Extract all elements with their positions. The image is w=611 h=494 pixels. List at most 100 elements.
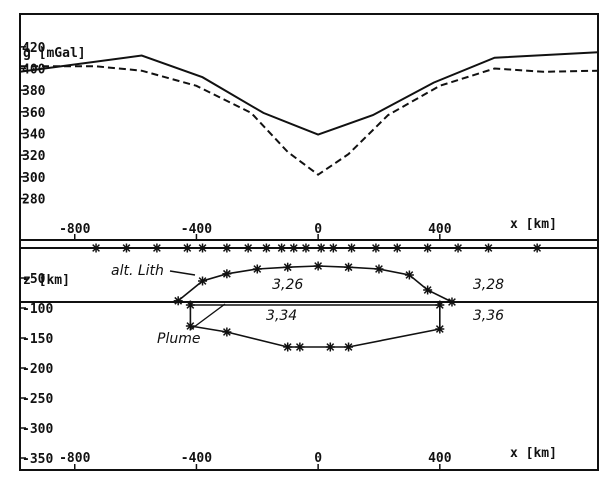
vertex-marker <box>447 297 457 307</box>
vertex-marker-stroke <box>347 244 356 252</box>
model-x-tick-label: 400 <box>428 451 452 466</box>
vertex-marker <box>301 243 311 253</box>
vertex-marker-stroke <box>186 322 195 330</box>
vertex-marker <box>277 243 287 253</box>
model-y-tick-label: -250 <box>22 392 53 407</box>
vertex-marker-stroke <box>289 244 298 252</box>
vertex-marker <box>423 243 433 253</box>
vertex-marker <box>325 342 335 352</box>
vertex-marker-stroke <box>484 244 493 252</box>
vertex-marker-stroke <box>92 244 100 252</box>
vertex-marker-stroke <box>375 265 383 273</box>
gravity-dashed-line <box>20 65 599 176</box>
vertex-marker <box>313 261 323 271</box>
gravity-series <box>19 51 599 176</box>
vertex-marker <box>328 243 338 253</box>
vertex-marker-stroke <box>222 244 231 252</box>
vertex-marker <box>222 243 232 253</box>
vertex-marker <box>252 264 262 274</box>
vertex-marker <box>182 243 192 253</box>
vertex-marker <box>344 342 354 352</box>
vertex-marker-stroke <box>405 271 414 279</box>
gravity-y-tick-label: 360 <box>22 106 46 121</box>
density-label: 3,26 <box>272 277 303 293</box>
vertex-marker-stroke <box>198 244 207 252</box>
lithosphere-body-outline <box>177 265 453 303</box>
vertex-marker <box>222 269 232 279</box>
alt-lith-pointer <box>169 270 196 276</box>
model-y-tick-label: -350 <box>22 452 53 467</box>
vertex-marker-stroke <box>423 244 432 252</box>
vertex-marker-stroke <box>277 244 286 252</box>
plume-label: Plume <box>157 331 200 347</box>
vertex-marker-stroke <box>186 301 195 309</box>
vertex-marker <box>344 262 354 272</box>
density-labels: 3,26 3,28 3,34 3,36 <box>266 277 504 324</box>
plume-pointer <box>189 303 226 331</box>
vertex-marker <box>152 243 162 253</box>
vertex-marker <box>91 243 101 253</box>
vertex-marker <box>289 243 299 253</box>
density-label: 3,36 <box>473 308 504 324</box>
outer-frame <box>19 13 599 471</box>
gravity-x-ticks: -800 -400 0 400 <box>59 222 452 240</box>
gravity-y-tick-label: 320 <box>22 149 46 164</box>
vertex-marker-stroke <box>393 244 402 252</box>
gravity-panel: 420 400 380 360 340 320 300 280 -800 -400 0 400 g … <box>19 41 599 240</box>
gravity-y-tick-label: 340 <box>22 128 46 143</box>
model-y-tick-label: -300 <box>22 422 53 437</box>
vertex-marker-stroke <box>152 244 161 252</box>
model-y-tick-label: -150 <box>22 332 53 347</box>
vertex-marker-stroke <box>344 263 353 272</box>
vertex-marker <box>198 276 208 286</box>
gravity-x-tick-label: 0 <box>314 222 322 237</box>
vertex-marker <box>222 327 232 337</box>
model-y-tick-label: -50 <box>22 272 46 287</box>
vertex-marker <box>374 264 384 274</box>
vertex-marker-stroke <box>435 301 444 309</box>
gravity-y-tick-label: 280 <box>22 193 46 208</box>
vertex-marker <box>532 243 542 253</box>
vertex-marker <box>283 342 293 352</box>
vertex-marker <box>392 243 402 253</box>
vertex-marker-stroke <box>302 244 310 252</box>
model-x-tick-label: 0 <box>314 451 322 466</box>
vertex-marker-stroke <box>222 269 231 278</box>
vertex-marker <box>121 243 131 253</box>
model-x-tick-label: -800 <box>59 451 90 466</box>
gravity-solid-line <box>19 51 599 136</box>
vertex-marker <box>347 243 357 253</box>
density-label: 3,28 <box>473 277 504 293</box>
vertex-marker <box>295 342 305 352</box>
model-x-ticks: -800 -400 0 400 <box>59 451 452 470</box>
vertex-marker-stroke <box>262 244 271 252</box>
vertex-marker-stroke <box>448 298 456 306</box>
gravity-y-tick-label: 420 <box>22 41 46 56</box>
vertex-marker <box>483 243 493 253</box>
vertex-marker-stroke <box>317 244 326 252</box>
vertex-marker <box>243 243 253 253</box>
vertex-marker <box>404 270 414 280</box>
vertex-marker <box>371 243 381 253</box>
vertex-marker-stroke <box>198 277 207 285</box>
density-model-panel: -50 -100 -150 -200 -250 -300 -350 -800 -400 0 400… <box>20 243 598 470</box>
gravity-x-tick-label: 400 <box>428 222 452 237</box>
model-y-tick-label: -100 <box>22 302 53 317</box>
vertex-marker-stroke <box>283 343 292 351</box>
vertex-marker-stroke <box>372 244 380 252</box>
vertex-marker-stroke <box>329 244 338 252</box>
vertex-marker-stroke <box>533 244 542 252</box>
vertex-marker-stroke <box>174 296 183 305</box>
vertex-marker-stroke <box>283 263 292 272</box>
vertex-marker <box>316 243 326 253</box>
gravity-x-tick-label: -800 <box>59 222 90 237</box>
gravity-x-axis-label: x [km] <box>510 217 557 232</box>
vertex-marker-stroke <box>435 325 444 333</box>
gravity-x-tick-label: -400 <box>181 222 212 237</box>
vertex-marker <box>261 243 271 253</box>
vertex-marker-stroke <box>222 328 231 336</box>
model-x-tick-label: -400 <box>181 451 212 466</box>
model-y-ticks: -50 -100 -150 -200 -250 -300 -350 <box>20 272 53 467</box>
